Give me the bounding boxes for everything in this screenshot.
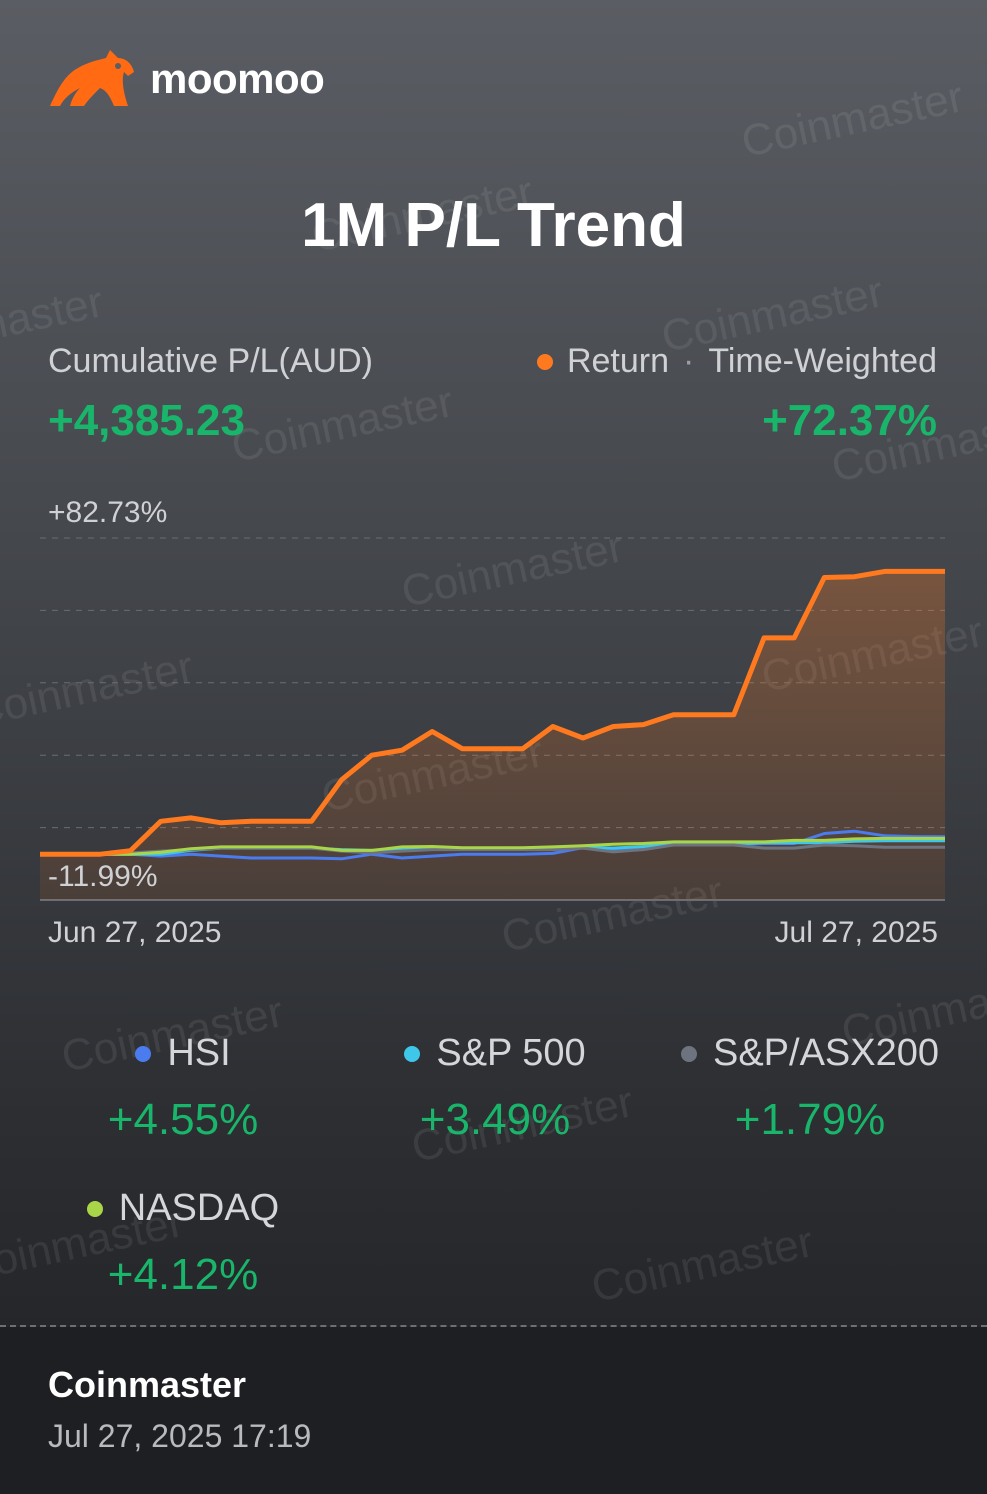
legend-name: S&P/ASX200	[712, 1032, 940, 1074]
footer-timestamp: Jul 27, 2025 17:19	[48, 1418, 312, 1454]
return-label-text: Return	[566, 342, 670, 380]
return-value: +72.37%	[762, 396, 937, 445]
legend-name: NASDAQ	[118, 1187, 280, 1229]
x-axis-start-label: Jun 27, 2025	[48, 916, 221, 949]
page-title: 1M P/L Trend	[301, 191, 686, 260]
x-axis-end-label: Jul 27, 2025	[775, 916, 938, 949]
legend-item-nasdaq[interactable]: NASDAQ +4.12%	[38, 1187, 328, 1300]
legend-item-hsi[interactable]: HSI +4.55%	[38, 1032, 328, 1145]
y-axis-bottom-label: -11.99%	[48, 860, 158, 893]
y-axis-top-label: +82.73%	[48, 496, 167, 529]
series-line-nasdaq	[40, 836, 945, 856]
brand-name: moomoo	[150, 55, 325, 102]
return-type-text: Time-Weighted	[708, 342, 937, 380]
watermark: Coinmaster	[587, 1217, 818, 1312]
return-area	[40, 571, 945, 900]
hsi-dot-icon	[135, 1045, 152, 1062]
pl-trend-chart: +82.73% -11.99% Jun 27, 2025 Jul 27, 202…	[40, 496, 946, 949]
legend-value: +1.79%	[734, 1095, 886, 1144]
series-line-return	[40, 568, 945, 857]
sp500-dot-icon	[404, 1045, 421, 1062]
legend-item-sp500[interactable]: S&P 500 +3.49%	[350, 1032, 640, 1145]
separator-dot-icon: ·	[683, 342, 695, 380]
cumulative-pl-value: +4,385.23	[48, 396, 245, 445]
footer	[0, 1327, 987, 1494]
legend-value: +4.12%	[107, 1250, 259, 1299]
legend-item-asx200[interactable]: S&P/ASX200 +1.79%	[660, 1032, 960, 1145]
moomoo-logo: moomoo	[48, 48, 325, 110]
watermark: Coinmaster	[227, 377, 458, 472]
legend-name: S&P 500	[436, 1032, 586, 1074]
cumulative-pl-label: Cumulative P/L(AUD)	[48, 342, 373, 380]
legend-name: HSI	[167, 1032, 231, 1074]
dashed-divider	[0, 1325, 987, 1327]
legend-value: +4.55%	[107, 1095, 259, 1144]
return-dot-icon	[536, 353, 553, 370]
return-label: Return · Time-Weighted	[536, 342, 937, 381]
nasdaq-dot-icon	[86, 1200, 103, 1217]
watermark: Coinmaster	[737, 72, 968, 167]
footer-username: Coinmaster	[48, 1364, 247, 1405]
bull-icon	[50, 50, 134, 106]
asx200-dot-icon	[680, 1045, 697, 1062]
series-lines	[40, 568, 946, 861]
legend-value: +3.49%	[419, 1095, 571, 1144]
